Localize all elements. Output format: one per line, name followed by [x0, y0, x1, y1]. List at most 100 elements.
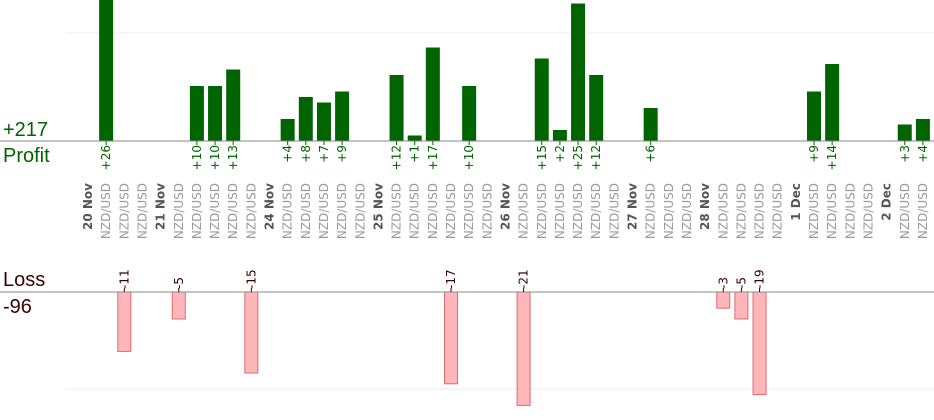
profit-bar — [189, 86, 204, 141]
profit-value-label: +4 — [916, 145, 930, 163]
pair-label: NZD/USD — [916, 183, 930, 239]
pair-label: NZD/USD — [734, 183, 748, 239]
loss-bar — [444, 291, 458, 385]
profit-label: Profit — [3, 145, 50, 167]
pair-label: NZD/USD — [807, 183, 821, 239]
loss-value-label: -5 — [172, 277, 186, 289]
pair-label: NZD/USD — [317, 183, 331, 239]
pair-label: NZD/USD — [117, 183, 131, 239]
loss-label: Loss — [3, 269, 46, 291]
profit-bar — [226, 69, 241, 141]
profit-bar — [462, 86, 477, 141]
loss-bar — [752, 291, 767, 396]
loss-bar — [171, 291, 186, 320]
pair-label: NZD/USD — [589, 183, 603, 239]
date-label: 20 Nov — [81, 183, 95, 230]
profit-bar — [335, 91, 350, 141]
loss-value-label: -21 — [517, 269, 531, 289]
pair-label: NZD/USD — [843, 183, 857, 239]
bar-layer — [99, 0, 930, 406]
profit-bar — [425, 47, 440, 141]
pair-label: NZD/USD — [135, 183, 149, 239]
pair-label: NZD/USD — [208, 183, 222, 239]
pair-label: NZD/USD — [861, 183, 875, 239]
loss-value-label: -17 — [444, 269, 458, 289]
profit-bar — [298, 97, 313, 141]
grid-layer — [65, 32, 934, 390]
pair-label: NZD/USD — [335, 183, 349, 239]
loss-value-label: -3 — [716, 277, 730, 289]
profit-value-label: +26 — [99, 145, 113, 170]
pair-label: NZD/USD — [444, 183, 458, 239]
loss-value-label: -11 — [117, 269, 131, 289]
pair-label: NZD/USD — [517, 183, 531, 239]
profit-bar — [407, 135, 422, 141]
x-axis-labels: 20 Nov 21 Nov 24 Nov 25 Nov 26 Nov 27 Nov 28 N… — [81, 183, 930, 239]
profit-value-label: +15 — [535, 145, 549, 170]
profit-value-label: +9 — [335, 145, 349, 163]
profit-value-label: +25 — [571, 145, 585, 170]
pair-label: NZD/USD — [190, 183, 204, 239]
pair-label: NZD/USD — [226, 183, 240, 239]
loss-value-label: -5 — [734, 277, 748, 289]
pair-label: NZD/USD — [716, 183, 730, 239]
profit-value-label: +7 — [317, 145, 331, 163]
profit-value-label: +8 — [299, 145, 313, 163]
pair-label: NZD/USD — [281, 183, 295, 239]
pair-label: NZD/USD — [299, 183, 313, 239]
pair-label: NZD/USD — [825, 183, 839, 239]
profit-value-label: +9 — [807, 145, 821, 163]
pair-label: NZD/USD — [244, 183, 258, 239]
profit-value-label: +2 — [553, 145, 567, 163]
profit-value-label: +1 — [408, 145, 422, 163]
pair-label: NZD/USD — [644, 183, 658, 239]
pair-label: NZD/USD — [571, 183, 585, 239]
pair-label: NZD/USD — [898, 183, 912, 239]
profit-value-label: +10 — [208, 145, 222, 170]
pair-label: NZD/USD — [771, 183, 785, 239]
date-label: 27 Nov — [626, 183, 640, 230]
pair-label: NZD/USD — [390, 183, 404, 239]
loss-bar — [244, 291, 259, 374]
profit-value-label: +3 — [898, 145, 912, 163]
profit-bar — [389, 75, 404, 141]
profit-value-label: +10 — [190, 145, 204, 170]
loss-bar — [516, 291, 531, 406]
profit-value-label: +13 — [226, 145, 240, 170]
date-label: 1 Dec — [789, 183, 803, 221]
profit-value-label: +6 — [644, 145, 658, 163]
pair-label: NZD/USD — [426, 183, 440, 239]
loss-bar — [716, 291, 731, 309]
profit-value-label: +17 — [426, 145, 440, 170]
profit-value-label: +12 — [390, 145, 404, 170]
pair-label: NZD/USD — [353, 183, 367, 239]
profit-bar — [280, 119, 295, 141]
profit-bar — [589, 75, 604, 141]
date-label: 2 Dec — [880, 183, 894, 221]
profit-bar — [571, 3, 586, 141]
profit-bar — [99, 0, 114, 141]
pair-label: NZD/USD — [662, 183, 676, 239]
pair-label: NZD/USD — [172, 183, 186, 239]
profit-value-label: +14 — [825, 145, 839, 170]
date-label: 24 Nov — [263, 183, 277, 230]
date-label: 28 Nov — [698, 183, 712, 230]
profit-bar — [915, 119, 930, 141]
pair-label: NZD/USD — [753, 183, 767, 239]
profit-bar — [643, 108, 658, 141]
pair-label: NZD/USD — [480, 183, 494, 239]
date-label: 21 Nov — [154, 183, 168, 230]
pair-label: NZD/USD — [535, 183, 549, 239]
pair-label: NZD/USD — [607, 183, 621, 239]
profit-bar — [316, 102, 331, 141]
pair-label: NZD/USD — [99, 183, 113, 239]
label-layer: +26-11 -5+10 +10 +13-15+4 +8 +7 +9 +12 +1 +17-17+… — [99, 141, 930, 292]
date-label: 26 Nov — [498, 183, 512, 230]
profit-bar — [807, 91, 821, 141]
loss-bar — [117, 291, 132, 352]
date-label: 25 Nov — [371, 183, 385, 230]
profit-value-label: +12 — [589, 145, 603, 170]
loss-value-label: -19 — [753, 269, 767, 289]
profit-bar — [552, 130, 567, 141]
